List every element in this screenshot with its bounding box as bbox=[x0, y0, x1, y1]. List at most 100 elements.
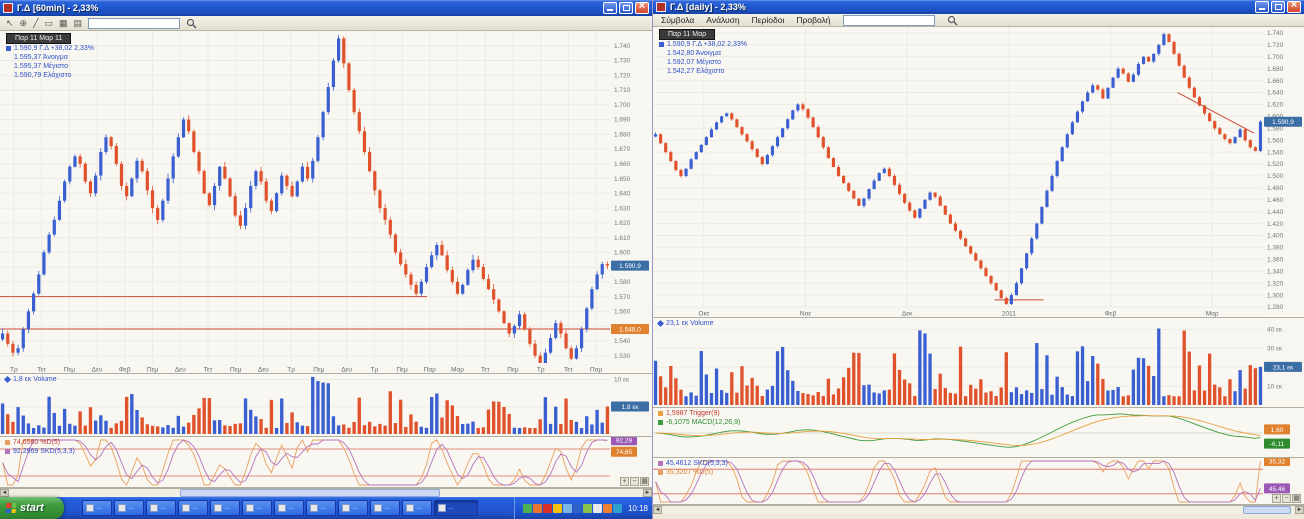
minimize-button[interactable] bbox=[1255, 1, 1269, 13]
zoom-out-icon[interactable]: − bbox=[1282, 494, 1291, 503]
price-chart-daily[interactable]: Οκτ Νοε Δεκ 2011 Φεβ Μαρ 1.280 1.300 1.320 1.340 1… bbox=[653, 27, 1304, 318]
svg-text:1.280: 1.280 bbox=[1267, 304, 1284, 311]
taskbar-button[interactable]: … bbox=[210, 500, 240, 516]
cursor-icon[interactable]: ↖ bbox=[6, 17, 14, 28]
scrollbar-thumb[interactable] bbox=[1243, 506, 1291, 514]
volume-chart-60min[interactable]: 10 εκ5 εκ1,8 εκ bbox=[0, 374, 652, 437]
close-button[interactable] bbox=[1287, 0, 1301, 13]
svg-text:92,29: 92,29 bbox=[616, 438, 633, 445]
zoom-in-icon[interactable]: + bbox=[1272, 494, 1281, 503]
taskbar-button[interactable]: … bbox=[146, 500, 176, 516]
crosshair-icon[interactable]: ⊕ bbox=[19, 17, 28, 28]
symbol-search-input[interactable] bbox=[842, 14, 935, 26]
svg-text:1,60: 1,60 bbox=[1271, 427, 1284, 434]
tray-icon[interactable] bbox=[562, 503, 572, 513]
taskbar-button[interactable]: … bbox=[242, 500, 272, 516]
tray-icon[interactable] bbox=[552, 503, 562, 513]
taskbar-button[interactable]: … bbox=[402, 500, 432, 516]
start-button[interactable]: start bbox=[0, 497, 64, 519]
tray-icon[interactable] bbox=[532, 503, 542, 513]
svg-text:Τετ: Τετ bbox=[481, 367, 490, 374]
tray-icon[interactable] bbox=[542, 503, 552, 513]
minimize-button[interactable] bbox=[603, 2, 617, 14]
left-titlebar[interactable]: Γ.Δ [60min] - 2,33% bbox=[0, 0, 652, 16]
grid-icon[interactable]: ▦ bbox=[59, 17, 68, 28]
volume-legend: 23,1 εκ Volume bbox=[656, 319, 713, 328]
window-icon bbox=[406, 504, 414, 512]
left-horizontal-scrollbar[interactable]: ◄ ► bbox=[0, 488, 652, 497]
svg-text:1.540: 1.540 bbox=[614, 338, 631, 345]
menu-analysis[interactable]: Ανάλυση bbox=[706, 15, 740, 25]
stochastic-chart-60min[interactable]: 92,29 74,65 bbox=[0, 437, 652, 488]
scroll-left-icon[interactable]: ◄ bbox=[653, 506, 662, 514]
tray-icon[interactable] bbox=[612, 503, 622, 513]
svg-text:Φεβ: Φεβ bbox=[119, 367, 131, 374]
right-macd-pane: 1,60 -6,11 1,5987 Trigger(9) -6,1075 MACD… bbox=[653, 408, 1304, 458]
svg-text:Πεμ: Πεμ bbox=[396, 367, 408, 374]
window-icon bbox=[86, 504, 94, 512]
taskbar-button[interactable]: … bbox=[370, 500, 400, 516]
taskbar-button[interactable]: … bbox=[114, 500, 144, 516]
search-icon[interactable] bbox=[186, 18, 197, 29]
price-chart-60min[interactable]: Τρ Τετ Πεμ Δευ Φεβ Πεμ Δευ Τετ Πεμ Δευ Τρ Πεμ Δευ Τρ Π… bbox=[0, 31, 652, 374]
macd-chart-daily[interactable]: 1,60 -6,11 bbox=[653, 408, 1304, 458]
taskbar: start ……………………………… 10:18 bbox=[0, 497, 652, 519]
taskbar-button[interactable]: … bbox=[306, 500, 336, 516]
svg-text:Δευ: Δευ bbox=[341, 367, 352, 374]
volume-legend: 1,8 εκ Volume bbox=[3, 375, 57, 384]
close-button[interactable] bbox=[635, 0, 649, 14]
svg-text:1.620: 1.620 bbox=[1267, 102, 1284, 109]
svg-text:1.530: 1.530 bbox=[614, 353, 631, 360]
tray-icon[interactable] bbox=[582, 503, 592, 513]
tray-icon[interactable] bbox=[602, 503, 612, 513]
taskbar-button[interactable]: … bbox=[338, 500, 368, 516]
taskbar-button[interactable]: … bbox=[434, 500, 478, 516]
scrollbar-thumb[interactable] bbox=[180, 489, 440, 497]
window-icon bbox=[182, 504, 190, 512]
tray-icon[interactable] bbox=[572, 503, 582, 513]
right-stochastic-pane: 45,46 35,32 45,4612 SKD(5,3,3) 35,3207 %D… bbox=[653, 458, 1304, 505]
zoom-out-icon[interactable]: − bbox=[630, 477, 639, 486]
menu-periods[interactable]: Περίοδοι bbox=[751, 15, 785, 25]
tray-icon[interactable] bbox=[592, 503, 602, 513]
svg-text:1.320: 1.320 bbox=[1267, 280, 1284, 287]
symbol-search-input[interactable] bbox=[88, 17, 181, 29]
left-stochastic-pane: 92,29 74,65 74,6560 %D(5) 92,2969 SKD(5,3… bbox=[0, 437, 652, 488]
menu-view[interactable]: Προβολή bbox=[796, 15, 831, 25]
restore-button[interactable] bbox=[1271, 1, 1285, 13]
tray-icon[interactable] bbox=[522, 503, 532, 513]
scroll-left-icon[interactable]: ◄ bbox=[0, 489, 9, 497]
taskbar-button[interactable]: … bbox=[82, 500, 112, 516]
svg-text:Τετ: Τετ bbox=[37, 367, 46, 374]
trendline-icon[interactable]: ╱ bbox=[33, 17, 39, 28]
rectangle-tool-icon[interactable]: ▭ bbox=[44, 17, 54, 28]
svg-text:Τρ: Τρ bbox=[537, 367, 545, 374]
svg-text:Πεμ: Πεμ bbox=[147, 367, 159, 374]
calendar-icon[interactable]: ▦ bbox=[640, 477, 649, 486]
svg-text:1.700: 1.700 bbox=[614, 102, 631, 109]
save-icon[interactable]: ▤ bbox=[73, 17, 83, 28]
calendar-icon[interactable]: ▦ bbox=[1292, 494, 1301, 503]
search-icon[interactable] bbox=[947, 15, 958, 26]
scroll-right-icon[interactable]: ► bbox=[1295, 506, 1304, 514]
right-titlebar[interactable]: Γ.Δ [daily] - 2,33% bbox=[653, 0, 1304, 14]
svg-text:1.610: 1.610 bbox=[614, 235, 631, 242]
restore-button[interactable] bbox=[619, 2, 633, 14]
zoom-in-icon[interactable]: + bbox=[620, 477, 629, 486]
svg-text:1.420: 1.420 bbox=[1267, 221, 1284, 228]
taskbar-button[interactable]: … bbox=[274, 500, 304, 516]
svg-text:1.300: 1.300 bbox=[1267, 292, 1284, 299]
menu-symbols[interactable]: Σύμβολα bbox=[661, 15, 695, 25]
taskbar-button[interactable]: … bbox=[178, 500, 208, 516]
app-icon bbox=[656, 2, 666, 12]
stochastic-chart-daily[interactable]: 45,46 35,32 bbox=[653, 458, 1304, 505]
svg-text:-6,11: -6,11 bbox=[1270, 441, 1285, 448]
svg-text:Πεμ: Πεμ bbox=[507, 367, 519, 374]
scroll-right-icon[interactable]: ► bbox=[643, 489, 652, 497]
crosshair-date-tooltip: Παρ 11 Μαρ 11 bbox=[6, 33, 72, 44]
svg-text:1.460: 1.460 bbox=[1267, 197, 1284, 204]
svg-text:1.340: 1.340 bbox=[1267, 268, 1284, 275]
window-icon bbox=[150, 504, 158, 512]
right-horizontal-scrollbar[interactable]: ◄ ► bbox=[653, 505, 1304, 514]
